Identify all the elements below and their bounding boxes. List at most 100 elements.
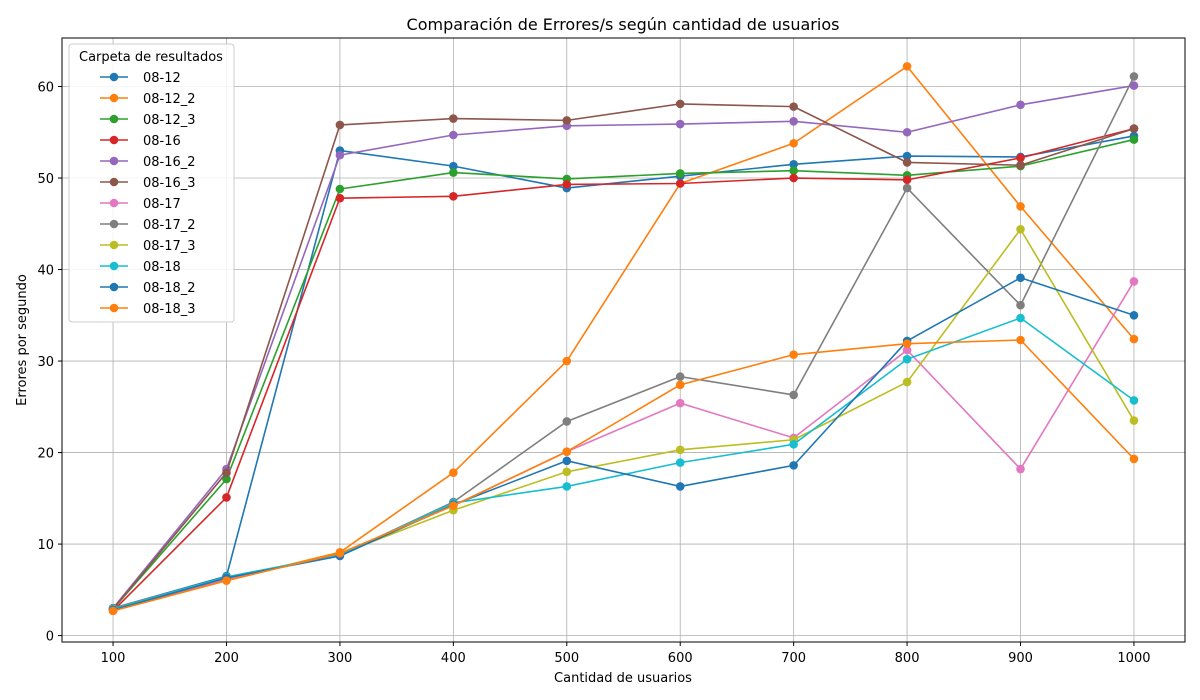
legend-label: 08-16: [143, 134, 181, 149]
data-point: [562, 180, 572, 189]
data-point: [1129, 81, 1139, 90]
data-point: [1129, 396, 1139, 405]
x-tick-label: 200: [214, 651, 239, 666]
data-point: [449, 161, 458, 171]
data-point: [222, 468, 231, 477]
data-point: [1129, 454, 1139, 464]
series-line: [112, 103, 1135, 610]
legend-label: 08-18_3: [143, 302, 196, 317]
data-point: [562, 482, 572, 491]
data-point: [562, 356, 572, 366]
series-08-18_3: [108, 335, 1139, 616]
legend-label: 08-16_3: [143, 176, 196, 191]
data-point: [789, 350, 798, 359]
y-tick-label: 40: [37, 264, 54, 279]
data-point: [562, 467, 572, 477]
legend-label: 08-12_3: [143, 113, 196, 128]
data-point: [675, 445, 685, 455]
legend-label: 08-17_2: [143, 218, 196, 233]
data-point: [1129, 72, 1139, 81]
series-line: [112, 281, 1135, 611]
data-point: [1129, 277, 1139, 286]
legend-item: 08-12_2: [100, 92, 196, 107]
data-point: [222, 576, 231, 585]
y-tick-label: 50: [37, 172, 54, 187]
series-line: [112, 84, 1135, 609]
data-point: [562, 447, 572, 456]
data-point: [1129, 135, 1139, 144]
legend-item: 08-12_3: [100, 113, 196, 128]
legend: Carpeta de resultados 08-12 08-12_2 08-12_…: [68, 43, 235, 323]
data-point: [902, 158, 912, 167]
data-point: [1016, 160, 1025, 170]
legend-item: 08-16_2: [100, 155, 196, 170]
x-axis-title: Cantidad de usuarios: [554, 671, 692, 686]
series-line: [112, 276, 1135, 611]
series-line: [112, 138, 1135, 610]
data-point: [675, 372, 685, 381]
legend-item: 08-16_3: [100, 176, 196, 191]
legend-label: 08-16_2: [143, 155, 196, 170]
x-tick-label: 300: [328, 651, 353, 666]
legend-box: [68, 43, 235, 323]
data-point: [1129, 416, 1139, 425]
grid: [62, 38, 1185, 642]
data-point: [449, 168, 458, 177]
data-point: [449, 468, 458, 477]
data-point: [675, 398, 685, 408]
chart-title: Comparación de Errores/s según cantidad …: [407, 15, 840, 34]
x-tick-label: 100: [101, 651, 126, 666]
legend-label: 08-12_2: [143, 92, 196, 107]
data-point: [675, 179, 685, 188]
data-point: [108, 606, 118, 616]
legend-marker: [109, 198, 119, 208]
legend-item: 08-17: [100, 197, 181, 212]
y-axis-title: Errores por segundo: [15, 274, 30, 406]
legend-marker: [109, 156, 119, 166]
data-point: [789, 116, 798, 126]
series-08-12_2: [108, 62, 1139, 615]
data-point: [789, 390, 798, 400]
legend-label: 08-18: [143, 260, 181, 275]
x-tick-label: 600: [668, 651, 693, 666]
data-point: [789, 102, 798, 111]
data-point: [902, 151, 912, 161]
legend-item: 08-18_3: [100, 302, 196, 317]
x-tick-label: 1000: [1117, 651, 1150, 666]
data-point: [789, 159, 798, 169]
data-point: [562, 417, 572, 426]
legend-item: 08-16: [100, 134, 181, 149]
series-line: [112, 339, 1135, 612]
data-point: [335, 548, 345, 558]
series-08-12_3: [108, 135, 1139, 614]
y-tick-label: 60: [37, 81, 54, 96]
series-08-18_2: [108, 273, 1139, 615]
data-point: [1016, 100, 1025, 110]
series-08-17: [108, 277, 1139, 615]
data-point: [1016, 313, 1025, 323]
series-line: [112, 317, 1135, 610]
data-point: [1016, 273, 1025, 283]
legend-label: 08-17_3: [143, 239, 196, 254]
data-point: [1016, 300, 1025, 310]
x-tick-label: 800: [895, 651, 920, 666]
series-line: [112, 65, 1135, 611]
data-point: [902, 339, 912, 348]
data-point: [902, 62, 912, 71]
data-point: [902, 345, 912, 355]
y-tick-label: 20: [37, 447, 54, 462]
data-point: [222, 493, 231, 502]
legend-marker: [109, 93, 119, 103]
series-08-17_2: [108, 72, 1139, 613]
data-point: [449, 114, 458, 123]
x-tick-label: 700: [781, 651, 806, 666]
data-point: [1016, 202, 1025, 211]
series-line: [112, 135, 1135, 609]
legend-item: 08-12: [100, 71, 181, 86]
plot-frame: [61, 37, 1186, 643]
data-point: [222, 474, 231, 484]
data-point: [1016, 153, 1025, 163]
series-line: [112, 127, 1135, 612]
data-point: [902, 183, 912, 193]
